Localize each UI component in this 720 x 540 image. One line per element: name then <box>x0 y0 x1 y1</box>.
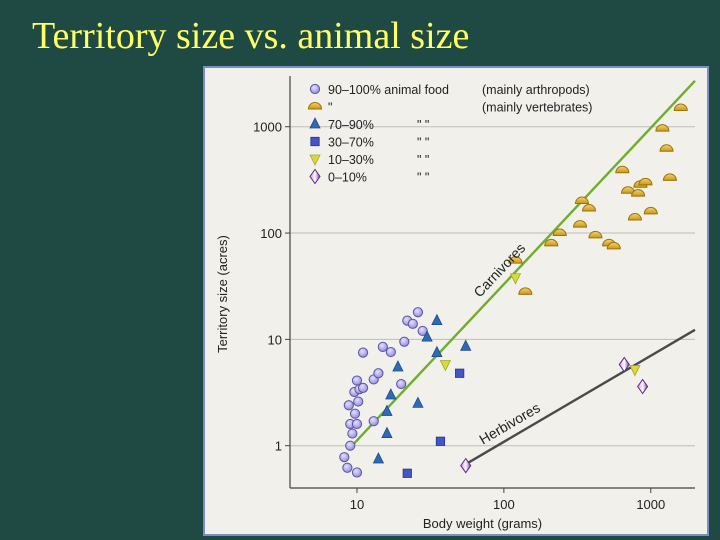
data-point-semicircle <box>518 287 533 295</box>
x-tick-label: 100 <box>493 497 515 512</box>
chart-panel: 1 10 100 1000 10 100 1000 Body weight (grams) Te… <box>203 66 709 536</box>
data-point-triangle <box>412 396 424 408</box>
data-point-semicircle <box>662 173 677 181</box>
legend-marker <box>309 83 321 95</box>
data-point-circle <box>412 307 424 318</box>
data-point-semicircle <box>655 124 670 132</box>
legend-note: " " <box>417 118 429 132</box>
x-tick-label: 1000 <box>636 497 665 512</box>
legend-marker <box>309 154 321 166</box>
data-point-circle <box>357 347 369 358</box>
data-point-circle <box>339 452 350 463</box>
data-point-semicircle <box>627 213 642 221</box>
fit-line-carnivores <box>349 80 696 449</box>
data-point-semicircle <box>552 228 567 237</box>
data-point-circle <box>396 378 407 390</box>
data-point-semicircle <box>573 220 588 228</box>
data-point-semicircle <box>643 206 658 215</box>
data-point-circle <box>351 467 363 478</box>
data-point-triangle-down <box>509 273 522 285</box>
data-point-semicircle <box>588 230 603 239</box>
data-point-circle <box>399 336 410 347</box>
legend-note: (mainly vertebrates) <box>482 101 592 115</box>
data-point-triangle <box>381 404 393 416</box>
data-point-circle <box>385 346 396 358</box>
legend-note: " " <box>417 153 429 167</box>
data-point-semicircle <box>631 189 646 197</box>
data-point-diamond <box>618 356 630 373</box>
legend-label: 90–100% animal food <box>328 83 449 97</box>
fit-label-herbivores: Herbivores <box>476 399 543 447</box>
data-point-circle <box>349 408 361 419</box>
legend-label: 30–70% <box>328 136 374 150</box>
data-point-triangle-down <box>439 360 452 372</box>
legend-marker <box>309 117 321 129</box>
scatter-chart: 1 10 100 1000 10 100 1000 Body weight (grams) Te… <box>215 76 696 531</box>
x-tick-label: 10 <box>350 497 364 512</box>
slide-title: Territory size vs. animal size <box>32 15 470 57</box>
data-point-semicircle <box>544 238 559 247</box>
data-point-semicircle <box>582 204 597 212</box>
legend-note: " " <box>417 171 429 185</box>
data-point-semicircle <box>659 144 674 152</box>
data-point-semicircle <box>508 256 523 264</box>
data-point-diamond <box>637 378 649 395</box>
data-point-circle <box>357 382 369 393</box>
y-tick-label: 10 <box>268 332 282 347</box>
legend-note: " " <box>417 136 429 150</box>
data-point-triangle <box>392 360 404 372</box>
data-point-semicircle <box>606 241 621 250</box>
data-point-circle <box>373 368 384 379</box>
data-point-triangle <box>431 345 443 358</box>
data-point-circle <box>407 318 418 329</box>
data-point-square <box>435 436 446 446</box>
legend-label: 0–10% <box>328 171 367 185</box>
y-axis-label: Territory size (acres) <box>215 235 230 353</box>
data-point-triangle-down <box>629 365 641 377</box>
legend-label: 10–30% <box>328 153 374 167</box>
data-point-triangle <box>431 313 443 326</box>
legend-marker <box>309 168 321 185</box>
legend-note: (mainly arthropods) <box>482 83 590 97</box>
x-axis-label: Body weight (grams) <box>423 516 542 531</box>
fit-line-herbivores <box>465 328 696 466</box>
data-point-circle <box>351 375 363 386</box>
data-point-diamond <box>460 457 472 474</box>
data-point-semicircle <box>638 177 653 186</box>
data-point-triangle <box>460 339 472 351</box>
data-point-triangle <box>372 452 385 464</box>
data-point-semicircle <box>673 103 688 112</box>
data-point-circle <box>347 428 358 439</box>
data-point-semicircle <box>615 165 630 174</box>
data-point-square <box>402 468 412 478</box>
y-tick-label: 100 <box>260 226 282 241</box>
data-point-circle <box>343 400 354 411</box>
data-point-circle <box>377 341 388 352</box>
legend-marker <box>307 102 323 110</box>
data-point-circle <box>342 462 353 473</box>
data-point-circle <box>345 440 356 451</box>
data-point-circle <box>351 418 363 430</box>
legend-label: 70–90% <box>328 118 374 132</box>
legend-marker <box>310 136 320 147</box>
y-tick-label: 1 <box>275 439 282 454</box>
data-point-triangle <box>421 330 433 342</box>
legend-label: " <box>328 101 332 115</box>
y-tick-label: 1000 <box>253 120 282 135</box>
data-point-circle <box>368 416 379 427</box>
data-point-circle <box>353 396 364 407</box>
data-point-semicircle <box>574 196 589 205</box>
data-point-square <box>455 368 465 378</box>
data-point-triangle <box>385 388 397 400</box>
data-point-triangle <box>381 426 393 438</box>
